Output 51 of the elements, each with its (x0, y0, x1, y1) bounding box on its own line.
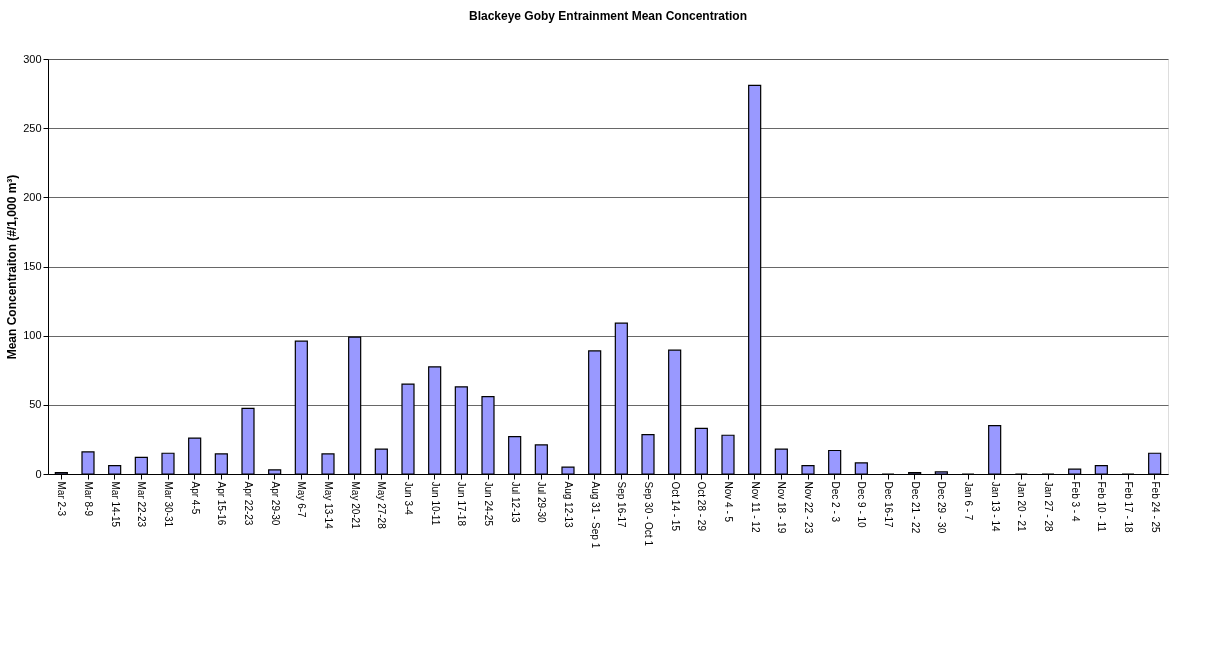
y-axis-title: Mean Concentraiton (#/1,000 m³) (5, 174, 20, 360)
x-tick-label: Oct 14 - 15 (669, 481, 681, 532)
x-tick-label: Aug 31 - Sep 1 (589, 481, 601, 549)
x-tick-label: Dec 9 - 10 (856, 481, 868, 529)
x-tick-label: Nov 18 - 19 (776, 481, 788, 534)
x-tick-label: Aug 12-13 (563, 481, 574, 529)
x-tick-label: Nov 11 - 12 (749, 481, 761, 533)
x-tick-label: Nov 4 - 5 (723, 481, 734, 523)
chart-title: Blackeye Goby Entrainment Mean Concentration (468, 9, 748, 23)
x-tick-label: Dec 16-17 (883, 481, 894, 529)
x-tick-label: Jun 17-18 (456, 481, 468, 527)
x-tick-label: Apr 15-16 (216, 481, 228, 526)
x-tick-label: Jan 20 - 21 (1016, 481, 1028, 532)
x-tick-label: May 27-28 (376, 481, 388, 530)
x-tick-label: May 20-21 (349, 481, 361, 530)
x-tick-label: Jun 24-25 (483, 481, 494, 527)
y-tick-label: 50 (29, 398, 42, 411)
x-tick-label: Apr 29-30 (269, 481, 281, 526)
x-tick-label: Feb 17 - 18 (1123, 481, 1134, 534)
y-tick-label: 0 (35, 467, 42, 480)
y-tick-label: 250 (23, 121, 42, 134)
x-tick-label: Mar 14-15 (109, 481, 121, 528)
x-tick-label: Jan 13 - 14 (989, 481, 1001, 532)
y-tick-label: 150 (23, 260, 42, 272)
x-tick-label: Sep 16-17 (616, 481, 628, 529)
y-tick-label: 200 (23, 190, 42, 203)
y-tick-label: 300 (23, 52, 42, 65)
x-tick-label: Jul 12-13 (509, 481, 521, 524)
x-tick-label: Mar 8-9 (83, 481, 94, 517)
x-tick-label: Apr 4-5 (189, 481, 201, 515)
x-tick-label: Jul 29-30 (536, 481, 548, 524)
x-tick-label: Dec 21 - 22 (909, 481, 921, 534)
x-tick-label: Mar 22-23 (136, 481, 148, 528)
x-tick-label: Feb 24 - 25 (1149, 481, 1161, 534)
y-tick-label: 100 (23, 329, 42, 342)
x-tick-label: Feb 10 - 11 (1096, 481, 1108, 533)
x-tick-label: Oct 28 - 29 (696, 481, 708, 532)
x-tick-label: Dec 2 - 3 (829, 481, 841, 523)
x-tick-label: Jan 6 - 7 (963, 481, 974, 521)
x-tick-label: May 6-7 (296, 481, 308, 519)
x-tick-label: Mar 2-3 (56, 481, 68, 517)
x-tick-label: May 13-14 (323, 481, 334, 530)
x-tick-label: Dec 29 - 30 (936, 481, 948, 534)
x-tick-label: Jun 10-11 (429, 481, 441, 526)
x-tick-label: Mar 30-31 (163, 481, 174, 528)
x-tick-label: Nov 22 - 23 (803, 481, 814, 534)
x-tick-label: Apr 22-23 (243, 481, 254, 526)
x-tick-label: Jan 27 - 28 (1043, 481, 1054, 532)
x-tick-label: Jun 3-4 (403, 481, 414, 516)
x-tick-label: Sep 30 - Oct 1 (643, 481, 654, 547)
x-tick-label: Feb 3 - 4 (1069, 481, 1081, 522)
